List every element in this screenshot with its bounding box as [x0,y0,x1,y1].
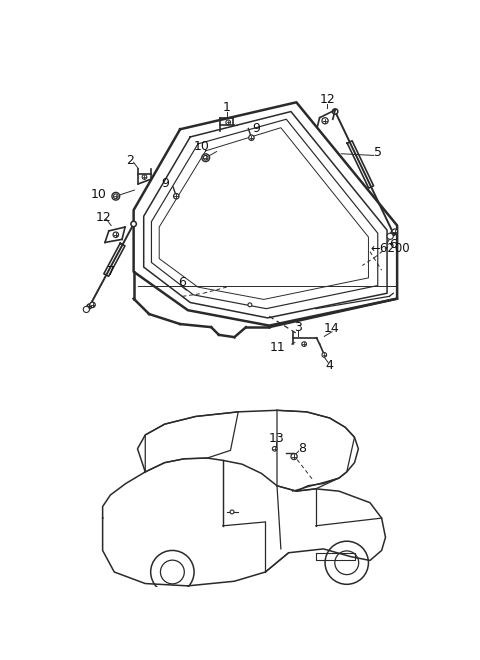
Circle shape [174,193,179,199]
Text: 2: 2 [127,154,134,168]
Text: 3: 3 [294,321,302,334]
Text: 5: 5 [374,146,382,159]
Text: 10: 10 [194,141,210,154]
Circle shape [272,446,277,451]
Circle shape [322,352,326,357]
Text: 12: 12 [96,211,111,224]
Circle shape [87,304,92,309]
Circle shape [291,453,297,459]
Circle shape [230,510,234,514]
Circle shape [204,156,208,160]
Circle shape [142,175,147,180]
Circle shape [131,221,136,226]
Text: 6: 6 [179,276,186,289]
Circle shape [90,302,95,308]
Text: 4: 4 [326,359,334,372]
Text: 6: 6 [389,238,397,251]
Circle shape [113,194,118,199]
Circle shape [113,232,119,238]
Text: 8: 8 [298,442,306,455]
Circle shape [226,120,230,125]
Circle shape [249,135,254,141]
Text: 11: 11 [270,341,286,354]
Text: 7: 7 [107,265,115,279]
Circle shape [83,306,89,313]
Text: 9: 9 [161,178,169,191]
Circle shape [322,117,328,124]
Circle shape [387,233,393,240]
Circle shape [202,154,210,162]
Circle shape [392,229,397,234]
Circle shape [112,193,120,200]
Circle shape [302,342,306,346]
Text: ←6200: ←6200 [370,242,409,255]
Circle shape [248,303,252,307]
Text: 12: 12 [320,94,335,106]
Circle shape [333,109,338,114]
Text: 14: 14 [324,322,340,335]
Text: 9: 9 [252,122,260,135]
Circle shape [391,231,396,236]
Text: 10: 10 [91,188,107,201]
Text: 1: 1 [223,101,230,114]
Text: 13: 13 [268,432,284,445]
